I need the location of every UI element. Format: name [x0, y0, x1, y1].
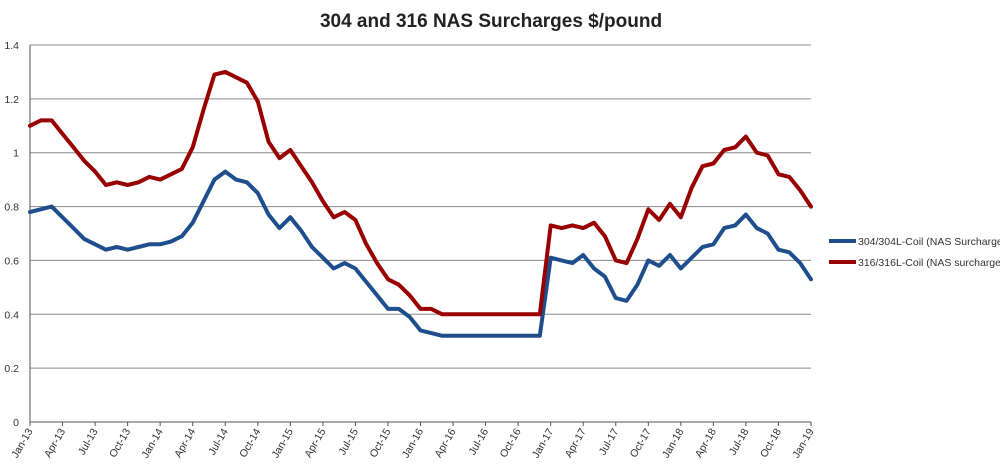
- x-tick-label: Apr-14: [172, 426, 198, 459]
- y-tick-label: 0.8: [4, 202, 19, 214]
- x-tick-label: Jan-18: [660, 426, 687, 460]
- x-tick-label: Jan-13: [9, 426, 36, 460]
- legend: 304/304L-Coil (NAS Surcharge) 316/316L-Co…: [829, 236, 1000, 269]
- legend-label: 304/304L-Coil (NAS Surcharge): [858, 236, 1000, 248]
- x-tick-label: Oct-17: [628, 426, 654, 459]
- x-tick-label: Jul-18: [727, 426, 752, 457]
- x-tick-label: Jan-15: [269, 426, 296, 460]
- y-tick-label: 1.2: [4, 94, 19, 106]
- series-lines: [28, 69, 813, 338]
- x-tick-label: Jan-14: [139, 426, 166, 460]
- series-line-1: [28, 169, 813, 338]
- x-tick-label: Jan-19: [790, 426, 817, 460]
- x-tick-label: Oct-16: [498, 426, 524, 459]
- y-tick-label: 0.6: [4, 255, 19, 267]
- x-tick-label: Jul-13: [76, 426, 101, 457]
- legend-label: 316/316L-Coil (NAS surcharge): [858, 257, 1000, 269]
- y-axis-ticks: 0 0.2 0.4 0.6 0.8 1 1.2 1.4: [4, 40, 19, 429]
- gridlines: [30, 44, 811, 369]
- x-tick-label: Jul-14: [206, 426, 231, 457]
- y-tick-label: 0: [13, 417, 19, 429]
- x-tick-label: Jan-16: [400, 426, 427, 460]
- y-tick-label: 0.2: [4, 363, 19, 375]
- x-tick-label: Apr-17: [563, 426, 589, 459]
- x-axis-ticks: Jan-13 Apr-13 Jul-13 Oct-13 Jan-14 Apr-14 Jul-…: [9, 422, 817, 460]
- y-tick-label: 1: [13, 148, 19, 160]
- x-tick-label: Jan-17: [530, 426, 557, 460]
- series-line-2: [28, 69, 813, 317]
- y-tick-label: 1.4: [4, 40, 19, 52]
- x-tick-label: Apr-18: [693, 426, 719, 459]
- x-tick-label: Apr-16: [432, 426, 458, 459]
- x-tick-label: Oct-13: [107, 426, 133, 459]
- axes: [29, 45, 811, 423]
- x-tick-label: Jul-15: [336, 426, 361, 457]
- x-tick-label: Jul-17: [597, 426, 622, 457]
- x-tick-label: Oct-18: [758, 426, 784, 459]
- chart-title: 304 and 316 NAS Surcharges $/pound: [320, 11, 662, 32]
- x-tick-label: Oct-15: [367, 426, 393, 459]
- x-tick-label: Jul-16: [466, 426, 491, 457]
- x-tick-label: Apr-13: [42, 426, 68, 459]
- x-tick-label: Apr-15: [302, 426, 328, 459]
- x-tick-label: Oct-14: [237, 426, 263, 459]
- y-tick-label: 0.4: [4, 309, 19, 321]
